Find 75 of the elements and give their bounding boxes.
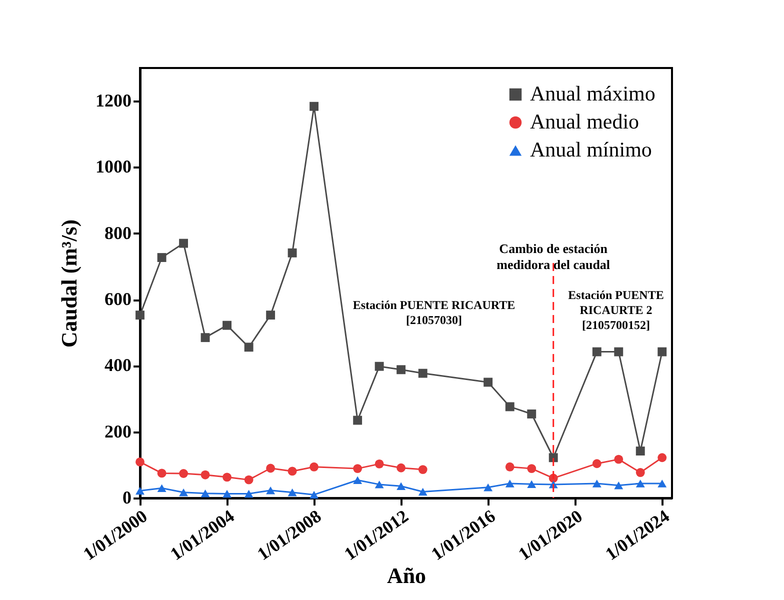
- point: [592, 480, 602, 488]
- y-tick-label: 800: [104, 222, 132, 243]
- point: [222, 472, 232, 482]
- legend-label: Anual mínimo: [530, 138, 652, 162]
- point: [658, 347, 667, 356]
- point: [222, 490, 232, 498]
- point: [527, 464, 536, 474]
- point: [505, 480, 514, 488]
- point: [157, 253, 166, 262]
- point: [548, 453, 558, 462]
- point: [592, 459, 602, 468]
- y-tick-label: 600: [104, 289, 132, 310]
- point: [288, 248, 297, 258]
- legend-label: Anual medio: [530, 110, 640, 134]
- x-axis-title: Año: [386, 563, 426, 588]
- point: [179, 488, 188, 496]
- point: [222, 320, 232, 330]
- point: [614, 482, 624, 490]
- point: [484, 484, 493, 492]
- point: [396, 482, 406, 490]
- point: [353, 464, 362, 474]
- y-tick-label: 1200: [96, 90, 132, 111]
- point: [157, 484, 166, 492]
- point: [244, 490, 254, 498]
- point: [396, 365, 406, 374]
- y-tick-label: 400: [104, 355, 132, 376]
- point: [310, 462, 319, 472]
- point: [374, 480, 384, 488]
- point: [244, 475, 254, 484]
- point: [244, 342, 254, 352]
- point: [527, 480, 536, 488]
- point: [636, 468, 645, 477]
- point: [418, 465, 428, 474]
- point: [179, 238, 188, 248]
- point: [614, 347, 624, 356]
- point: [527, 410, 536, 418]
- annotation: Estación PUENTE RICAURTE 2 [2105700152]: [568, 288, 664, 332]
- point: [592, 347, 602, 356]
- point: [614, 454, 624, 464]
- point: [636, 446, 645, 456]
- point: [136, 457, 144, 466]
- point: [374, 362, 384, 371]
- point: [266, 310, 276, 320]
- point: [136, 310, 144, 320]
- point: [418, 368, 428, 378]
- point: [353, 476, 362, 484]
- point: [288, 488, 297, 496]
- annotation: Estación PUENTE RICAURTE [21057030]: [352, 298, 516, 327]
- point: [636, 480, 645, 488]
- point: [505, 402, 514, 412]
- legend-label: Anual máximo: [530, 82, 656, 106]
- point: [353, 416, 362, 425]
- point: [396, 463, 406, 472]
- point: [310, 490, 319, 499]
- point: [266, 486, 276, 494]
- point: [200, 470, 210, 480]
- point: [179, 469, 188, 478]
- y-tick-label: 0: [122, 488, 132, 508]
- y-axis-title: Caudal (m³/s): [56, 219, 82, 348]
- point: [157, 468, 166, 478]
- point: [266, 464, 276, 473]
- point: [505, 462, 514, 472]
- point: [310, 102, 319, 111]
- point: [658, 453, 667, 462]
- point: [484, 378, 493, 387]
- point: [288, 466, 297, 476]
- point: [200, 489, 210, 498]
- y-tick-label: 1000: [96, 156, 132, 177]
- point: [418, 488, 428, 496]
- point: [658, 480, 667, 488]
- point: [200, 333, 210, 342]
- point: [136, 486, 144, 495]
- point: [374, 459, 384, 468]
- y-tick-label: 200: [104, 421, 132, 442]
- ref-line-label: Cambio de estación medidora del caudal: [496, 241, 610, 272]
